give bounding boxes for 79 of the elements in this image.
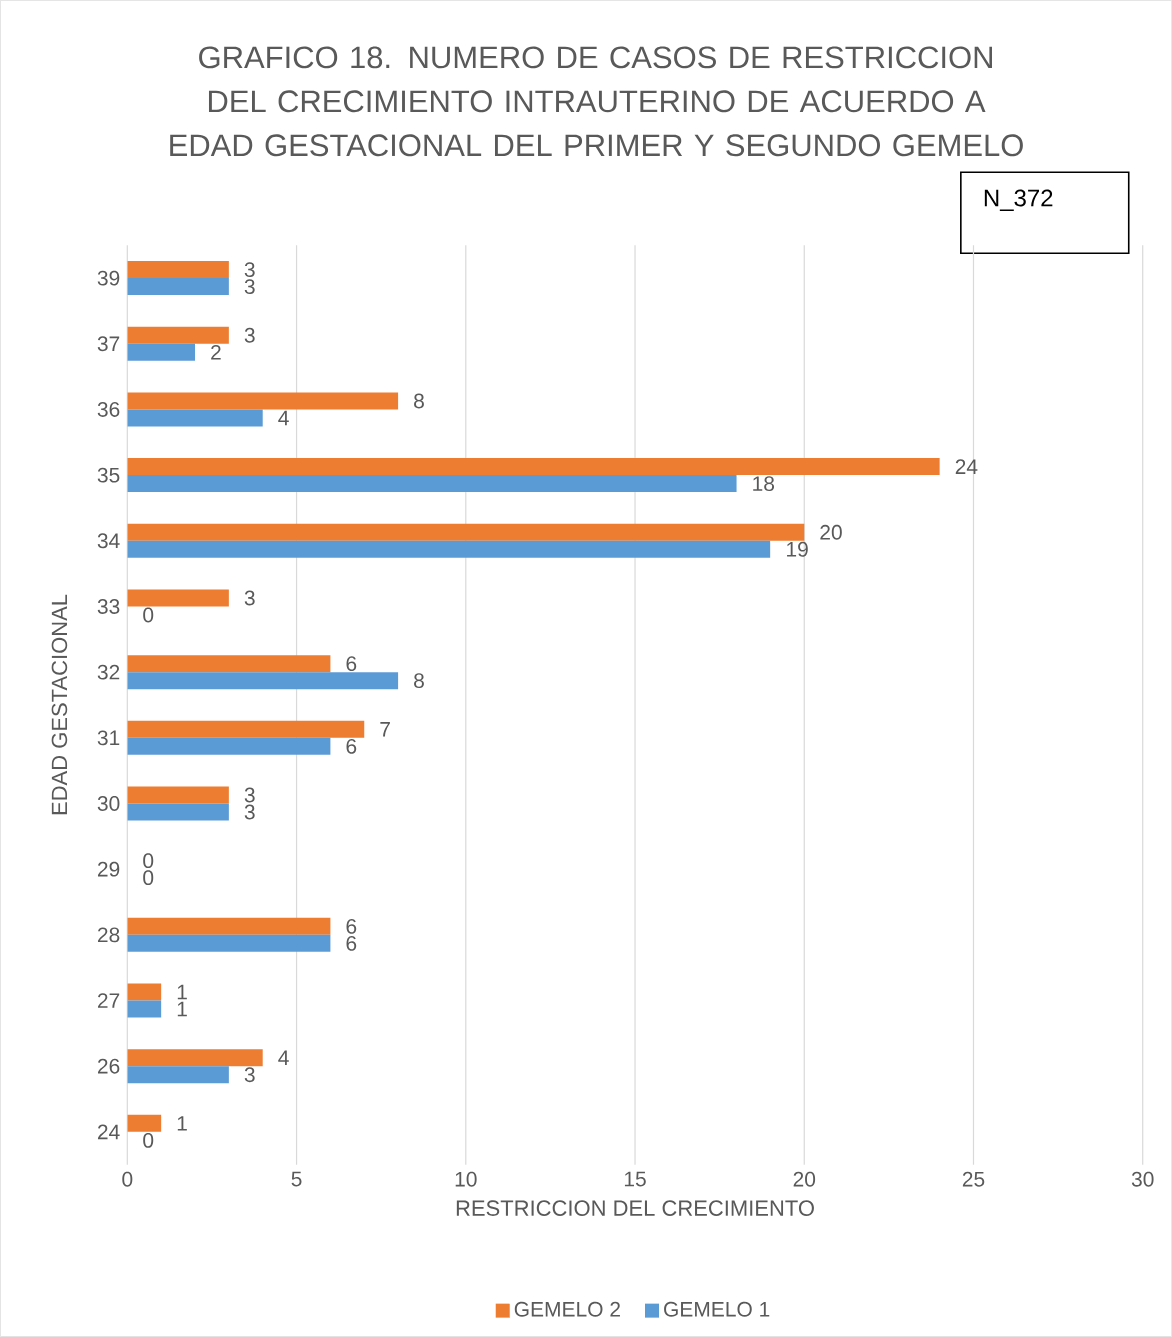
- data-label: 0: [143, 853, 154, 869]
- data-label: 4: [278, 410, 289, 426]
- data-label: 0: [143, 607, 154, 623]
- y-tick-label: 31: [97, 730, 120, 746]
- data-label: 24: [955, 459, 978, 474]
- x-tick-label: 10: [455, 1171, 477, 1187]
- x-tick-label: 0: [122, 1171, 133, 1187]
- data-label: 7: [380, 722, 390, 737]
- x-axis-title: RESTRICCION DEL CRECIMIENTO: [456, 1200, 814, 1216]
- bar: [127, 720, 365, 738]
- y-axis-title: EDAD GESTACIONAL: [51, 594, 68, 815]
- data-label: 0: [143, 1132, 154, 1148]
- bar: [127, 326, 229, 344]
- y-tick-label: 33: [97, 599, 120, 614]
- bar: [127, 409, 263, 427]
- bar: [127, 1049, 263, 1067]
- y-tick-label: 39: [97, 270, 120, 286]
- y-tick-label: 36: [97, 402, 120, 417]
- x-tick-label: 15: [624, 1171, 646, 1187]
- bar: [127, 1066, 229, 1084]
- data-label: 20: [820, 524, 842, 540]
- data-label: 1: [177, 1116, 187, 1131]
- data-label: 6: [346, 935, 357, 951]
- data-label: 3: [244, 279, 255, 295]
- bar: [127, 343, 195, 361]
- bar: [127, 803, 229, 821]
- x-tick-label: 25: [962, 1171, 985, 1187]
- data-label: 3: [244, 1067, 255, 1083]
- data-label: 0: [143, 870, 154, 886]
- bar: [127, 934, 331, 952]
- bar: [127, 917, 331, 935]
- x-tick-label: 5: [291, 1171, 302, 1187]
- data-label: 4: [278, 1050, 289, 1065]
- data-label: 6: [346, 738, 357, 754]
- chart-title: GRAFICO 18. NUMERO DE CASOS DE RESTRICCION DEL CRECIMIENTO INTRAUTERINO DE ACUERDO A EDAD GESTACIONAL DEL PRIMER Y SEGUNDO GEMELO: [170, 46, 1023, 157]
- bar: [127, 278, 229, 296]
- data-label: 3: [244, 787, 255, 803]
- text: N_372: [984, 189, 1053, 212]
- y-tick-label: 30: [97, 796, 120, 811]
- legend-label: GEMELO 1: [664, 1301, 770, 1317]
- data-label: 3: [244, 590, 255, 606]
- data-label: 3: [244, 804, 255, 820]
- bar: [127, 589, 229, 607]
- data-label: 1: [177, 1001, 187, 1017]
- y-tick-label: 27: [97, 993, 120, 1008]
- data-label: 6: [346, 656, 357, 672]
- data-label: 6: [346, 918, 357, 934]
- data-label: 8: [414, 393, 424, 409]
- bar: [127, 392, 399, 410]
- y-tick-label: 26: [97, 1058, 120, 1074]
- bar: [127, 1114, 162, 1132]
- data-label: 8: [414, 673, 424, 689]
- y-tick-label: 32: [97, 664, 120, 680]
- bar: [127, 1000, 162, 1018]
- bar: [127, 458, 940, 476]
- bar: [127, 655, 331, 673]
- y-tick-label: 34: [97, 533, 120, 549]
- bar: [127, 672, 399, 690]
- data-label: 19: [787, 541, 808, 557]
- bar: [127, 523, 805, 541]
- data-label: 18: [753, 476, 774, 492]
- x-tick-label: 20: [793, 1171, 816, 1187]
- y-tick-label: 24: [97, 1124, 120, 1140]
- legend-label: GEMELO 2: [514, 1301, 620, 1317]
- bar: [127, 737, 331, 755]
- bar: [127, 786, 229, 804]
- y-tick-label: 28: [97, 927, 120, 943]
- bar: [127, 261, 229, 279]
- y-tick-label: 35: [97, 467, 120, 483]
- data-label: 2: [211, 344, 221, 360]
- data-label: 3: [244, 327, 255, 343]
- data-label: 3: [244, 262, 255, 278]
- bar: [127, 540, 771, 558]
- data-label: 1: [177, 984, 187, 1000]
- bar: [127, 983, 162, 1001]
- y-tick-label: 29: [97, 861, 120, 877]
- x-tick-label: 30: [1131, 1171, 1154, 1187]
- bar: [127, 475, 737, 493]
- y-tick-label: 37: [97, 336, 120, 352]
